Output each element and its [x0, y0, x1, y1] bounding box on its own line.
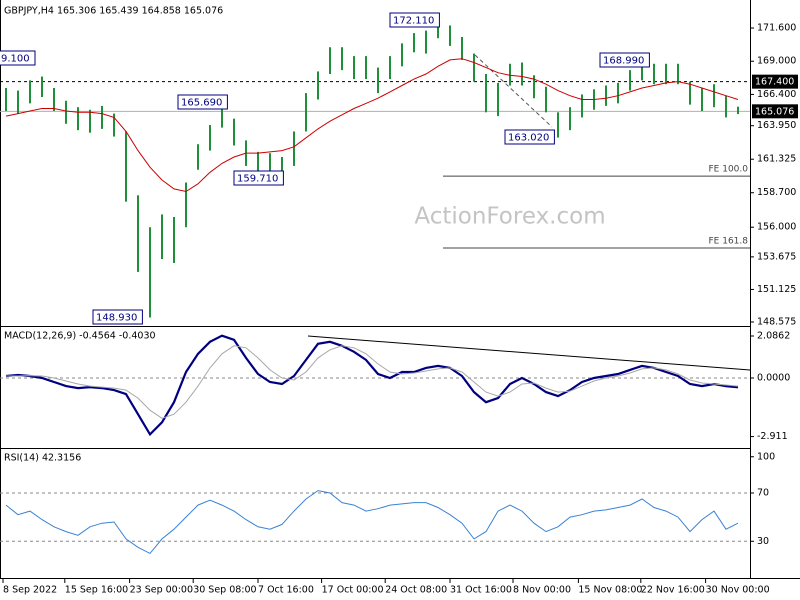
annotation-label: 159.710: [237, 174, 278, 185]
annotation-label: 9.100: [1, 54, 30, 65]
annotation-label: 172.110: [393, 16, 434, 27]
x-tick-label: 24 Oct 08:00: [385, 585, 447, 596]
x-tick-label: 15 Nov 08:00: [578, 585, 642, 596]
y-tick-label: 158.700: [757, 187, 796, 198]
y-tick-label: 70: [757, 487, 769, 498]
price-label: 167.400: [755, 77, 794, 88]
annotation-box: [0, 50, 36, 66]
annotation-label: 168.990: [603, 56, 644, 67]
y-tick-label: 2.0862: [757, 331, 790, 342]
y-tick-label: 151.125: [757, 284, 796, 295]
annotation-box: [504, 129, 555, 145]
indicator-line: [5, 490, 739, 555]
indicator-line: [6, 345, 739, 419]
annotation-box: [92, 309, 143, 325]
y-tick-label: 30: [757, 536, 769, 547]
y-tick-label: -2.911: [757, 431, 788, 442]
x-tick-label: 8 Nov 00:00: [513, 585, 571, 596]
panel-title: GBPJPY,H4 165.306 165.439 164.858 165.07…: [4, 6, 223, 17]
price-label-box: [752, 74, 798, 89]
fibonacci-label: FE 161.8: [709, 237, 749, 247]
annotation-box: [389, 12, 440, 28]
y-tick-label: 161.325: [757, 154, 796, 165]
watermark: ActionForex.com: [414, 204, 605, 230]
x-tick-label: 8 Sep 2022: [3, 585, 57, 596]
y-tick-label: 148.575: [757, 316, 796, 327]
drawn-trendline: [474, 54, 553, 128]
y-tick-label: 156.000: [757, 222, 796, 233]
x-tick-label: 30 Sep 08:00: [193, 585, 256, 596]
fibonacci-label: FE 100.0: [709, 165, 749, 175]
y-tick-label: 171.600: [757, 23, 796, 34]
panel-title: MACD(12,26,9) -0.4564 -0.4030: [4, 331, 156, 342]
y-tick-label: 0.0000: [757, 372, 790, 383]
price-label-box: [752, 104, 798, 119]
panel-title: RSI(14) 42.3156: [4, 453, 81, 464]
annotation-box: [233, 170, 284, 186]
y-tick-label: 163.950: [757, 120, 796, 131]
annotation-label: 148.930: [96, 313, 137, 324]
x-tick-label: 22 Nov 16:00: [641, 585, 705, 596]
annotation-label: 163.020: [508, 133, 549, 144]
y-tick-label: 100: [757, 451, 775, 462]
annotation-box: [599, 52, 650, 68]
annotation-label: 165.690: [181, 98, 222, 109]
y-tick-label: 169.000: [757, 56, 796, 67]
drawn-trendline: [307, 335, 751, 371]
x-tick-label: 7 Oct 16:00: [258, 585, 314, 596]
x-tick-label: 15 Sep 16:00: [65, 585, 128, 596]
x-tick-label: 23 Sep 00:00: [130, 585, 193, 596]
y-tick-label: 166.400: [757, 89, 796, 100]
x-tick-label: 17 Oct 00:00: [322, 585, 384, 596]
x-tick-label: 31 Oct 16:00: [450, 585, 512, 596]
y-tick-label: 153.675: [757, 251, 796, 262]
annotation-box: [177, 94, 228, 110]
price-label: 165.076: [755, 106, 794, 117]
indicator-line: [5, 334, 739, 437]
moving-average: [5, 58, 739, 193]
x-tick-label: 30 Nov 00:00: [706, 585, 770, 596]
